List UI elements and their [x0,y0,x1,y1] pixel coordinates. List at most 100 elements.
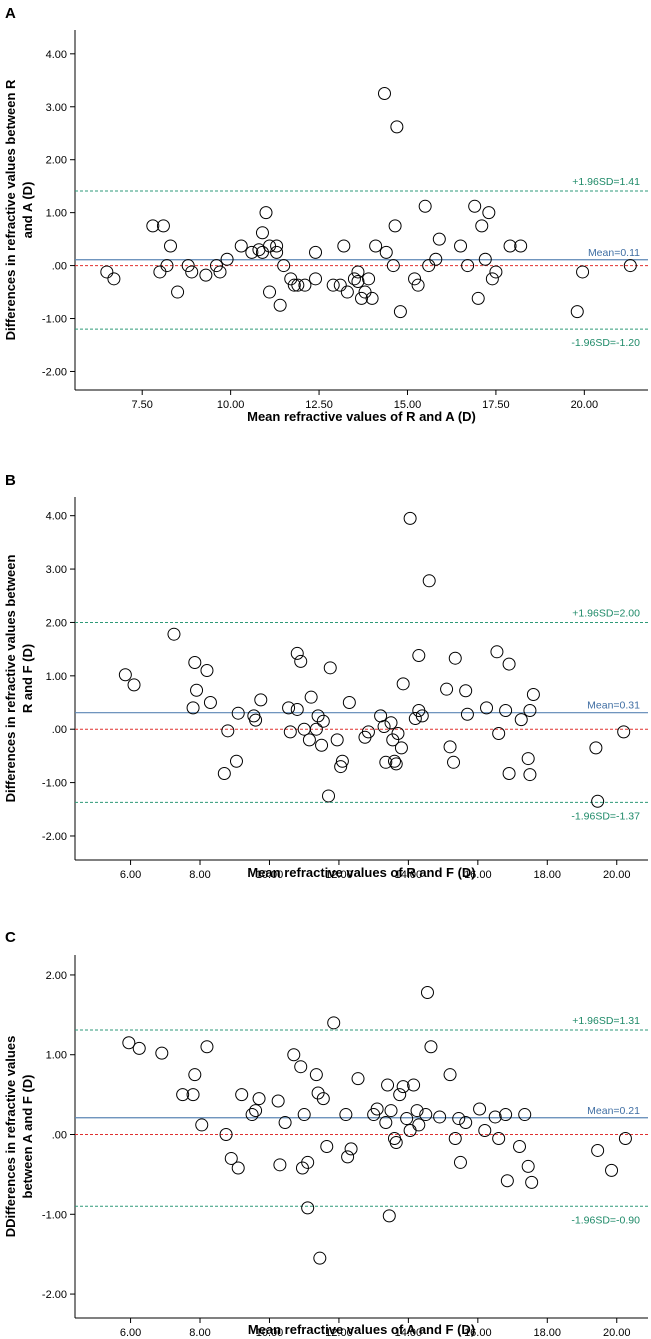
data-point [229,754,243,768]
data-point [200,663,214,677]
data-point [400,1112,414,1126]
lower-loa-label: -1.96SD=-1.37 [571,810,640,822]
data-point [576,265,590,279]
data-point [415,709,429,723]
data-point [351,265,365,279]
data-point [422,574,436,588]
data-point [526,688,540,702]
data-point [245,1108,259,1122]
data-point [259,206,273,220]
x-tick-label: 12.00 [325,1327,353,1339]
data-point [388,219,402,233]
x-axis-title: Mean refractive values of R and A (D) [247,409,476,424]
data-point [361,725,375,739]
x-tick-label: 10.00 [256,869,284,881]
x-tick-label: 16.00 [464,1327,492,1339]
data-point [302,733,316,747]
data-point [315,738,329,752]
data-point [589,741,603,755]
data-point [514,713,528,727]
y-tick-label: -2.00 [42,831,67,843]
data-point [424,1040,438,1054]
data-point [171,285,185,299]
data-point [448,1131,462,1145]
data-point [309,1068,323,1082]
data-point [221,724,235,738]
data-point [309,722,323,736]
data-point [369,239,383,253]
data-point [235,1088,249,1102]
data-point [408,272,422,286]
y-tick-label: .00 [52,724,67,736]
x-tick-label: 10.00 [256,1327,284,1339]
y-tick-label: 3.00 [46,564,67,576]
data-point [391,726,405,740]
x-tick-label: 12.00 [325,869,353,881]
data-point [386,259,400,273]
data-point [459,684,473,698]
data-point [490,645,504,659]
data-point [393,1088,407,1102]
y-tick-label: -2.00 [42,366,67,378]
x-tick-label: 20.00 [571,399,599,411]
data-point [127,678,141,692]
data-point [188,1068,202,1082]
data-point [277,259,291,273]
data-point [330,733,344,747]
data-point [156,219,170,233]
data-point [217,767,231,781]
data-point [287,1048,301,1062]
data-point [412,649,426,663]
y-tick-label: 1.00 [46,1050,67,1062]
panel-a: A 4.00 3.00 2.00 1.00 .00 -1.00 -2.00 7.50 10.00 1… [3,5,648,424]
data-point [304,690,318,704]
data-point [617,725,631,739]
data-point [347,272,361,286]
data-point [322,789,336,803]
x-tick-label: 6.00 [120,869,141,881]
data-point [440,682,454,696]
data-point [290,702,304,716]
data-point [107,272,121,286]
data-point [334,760,348,774]
data-point [453,1155,467,1169]
data-point [433,1110,447,1124]
data-point [181,259,195,273]
data-point [387,754,401,768]
data-point [294,1060,308,1074]
data-point [488,1110,502,1124]
data-point [153,265,167,279]
data-point [382,1209,396,1223]
data-point [224,1151,238,1165]
x-tick-label: 18.00 [534,869,562,881]
x-tick-label: 20.00 [603,1327,631,1339]
y-tick-label: -1.00 [42,1209,67,1221]
data-point [418,199,432,213]
data-point [190,683,204,697]
x-axis-title: Mean refractive values of A and F (D) [248,1322,475,1337]
data-point [468,199,482,213]
data-point [298,278,312,292]
data-point [219,1128,233,1142]
data-point [291,278,305,292]
data-point [176,1088,190,1102]
data-point [396,677,410,691]
data-point [278,1116,292,1130]
data-point [521,752,535,766]
data-point [432,232,446,246]
data-point [309,272,323,286]
data-point [393,305,407,319]
data-point [408,712,422,726]
data-point [362,272,376,286]
data-point [146,219,160,233]
data-point [283,725,297,739]
y-tick-label: 2.00 [46,617,67,629]
data-point [390,120,404,134]
data-point [411,278,425,292]
data-point [384,1104,398,1118]
data-point [379,245,393,259]
panel-c: C 2.00 1.00 .00 -1.00 -2.00 6.00 8.00 10.00 12.00… [3,929,648,1339]
data-point [461,259,475,273]
data-point [351,1072,365,1086]
data-point [459,1116,473,1130]
